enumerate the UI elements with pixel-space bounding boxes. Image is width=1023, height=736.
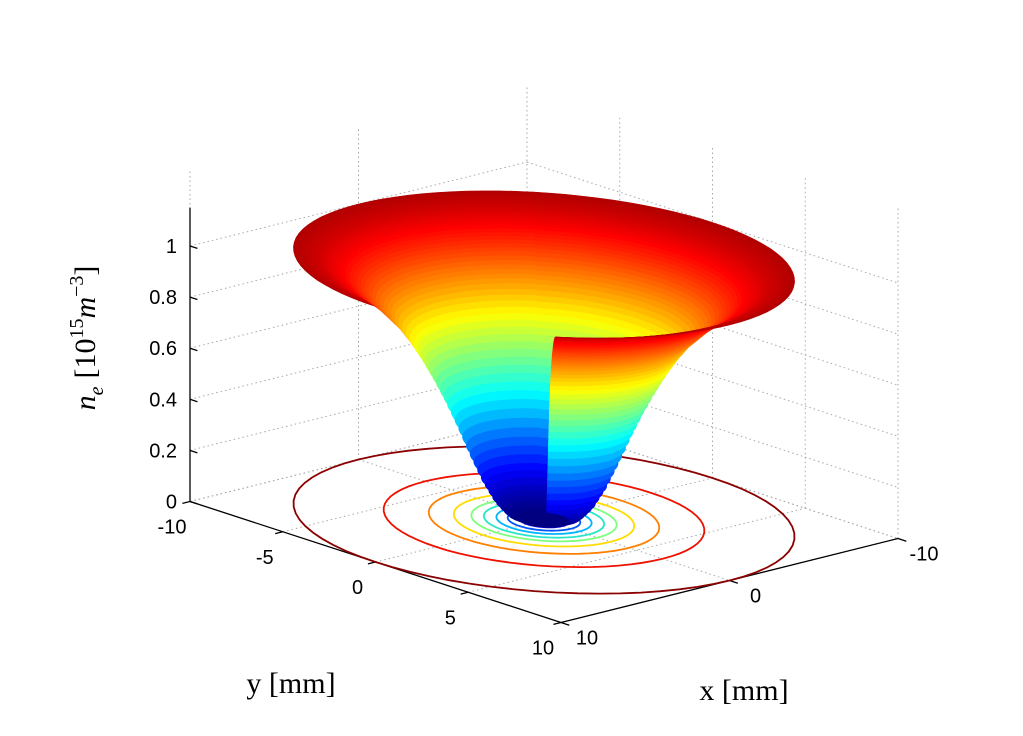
- x-tick-label: -5: [256, 547, 274, 569]
- z-tick-mark: [189, 398, 198, 403]
- grid-line: [189, 161, 528, 247]
- contour-line: [470, 497, 618, 543]
- z-tick-label: 0: [166, 492, 177, 514]
- x-tick-label: 5: [445, 607, 456, 629]
- z-tick-mark: [189, 296, 198, 301]
- surface-band: [531, 191, 795, 339]
- grid-line: [526, 314, 899, 437]
- y-tick-label: -10: [910, 544, 939, 566]
- grid-line: [526, 417, 899, 539]
- x-tick-mark: [460, 591, 469, 595]
- x-tick-label: 0: [352, 577, 363, 599]
- z-tick-label: 0.8: [149, 287, 177, 309]
- z-tick-label: 0.4: [149, 389, 177, 411]
- x-tick-mark: [553, 621, 562, 626]
- contour-line: [452, 492, 635, 548]
- grid-line: [526, 161, 899, 284]
- z-tick-label: 0.6: [149, 338, 177, 360]
- z-axis-label: ne[1015m−3]: [66, 266, 108, 411]
- grid-line: [526, 212, 899, 335]
- z-tick-mark: [189, 500, 198, 505]
- z-tick-mark: [189, 347, 198, 352]
- grid-line: [526, 263, 899, 386]
- z-tick-label: 0.2: [149, 440, 177, 462]
- tick-labels: -10 -5 0 5 10 -10 0 10 0 0.2 0.4 0.6 0.8 1: [149, 236, 938, 660]
- grid-line: [526, 365, 899, 488]
- y-axis-label: y [mm]: [246, 667, 335, 700]
- z-tick-mark: [189, 449, 198, 454]
- x-tick-label: -10: [158, 517, 187, 539]
- x-tick-mark: [182, 500, 191, 505]
- grid-line: [375, 477, 713, 563]
- grid-line: [358, 459, 730, 581]
- x-tick-mark: [275, 531, 283, 535]
- y-tick-label: 10: [576, 628, 598, 650]
- surface-bottom: [518, 512, 570, 528]
- grid-line: [468, 507, 806, 593]
- z-tick-label: 1: [166, 236, 177, 258]
- contour-line: [382, 471, 706, 569]
- y-tick-mark: [560, 621, 570, 626]
- z-tick-mark: [189, 245, 198, 250]
- x-axis-label: x [mm]: [699, 674, 788, 707]
- contour-line: [292, 445, 796, 595]
- x-tick-label: 10: [532, 638, 554, 660]
- y-tick-label: 0: [750, 586, 761, 608]
- surface: [293, 190, 795, 528]
- y-tick-mark: [897, 537, 907, 542]
- contour-line: [427, 485, 661, 555]
